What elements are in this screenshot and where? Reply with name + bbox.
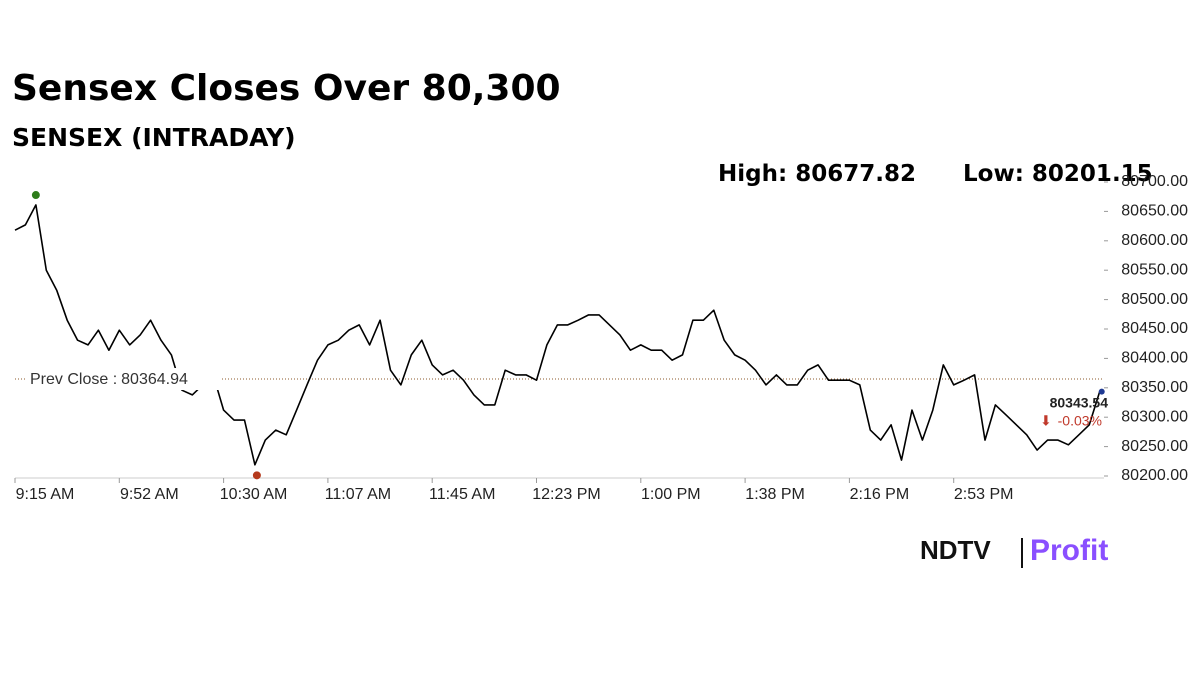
x-tick-label: 1:00 PM	[641, 486, 701, 503]
high-text: High: 80677.82	[718, 161, 916, 187]
x-tick-label: 9:15 AM	[16, 486, 75, 503]
high-label: High:	[718, 161, 787, 187]
y-tick-label: 80250.00	[1121, 438, 1188, 455]
y-tick-label: 80350.00	[1121, 379, 1188, 396]
high-marker	[31, 191, 40, 200]
low-value: 80201.15	[1032, 161, 1153, 187]
low-marker	[252, 471, 261, 480]
prev-close-label: Prev Close :	[30, 371, 117, 388]
low-text: Low: 80201.15	[963, 161, 1153, 187]
y-tick-label: 80550.00	[1121, 261, 1188, 278]
prev-close-text: Prev Close :80364.94	[30, 371, 188, 388]
prev-close-box: Prev Close :80364.94	[26, 368, 222, 391]
x-tick-label: 2:16 PM	[850, 486, 910, 503]
y-tick-label: 80200.00	[1121, 467, 1188, 484]
low-label: Low:	[963, 161, 1024, 187]
y-tick-label: 80650.00	[1121, 203, 1188, 220]
x-tick-label: 2:53 PM	[954, 486, 1014, 503]
prev-close-value: 80364.94	[121, 371, 188, 388]
prev-close-bg	[26, 368, 222, 391]
logo-right: Profit	[1030, 534, 1108, 567]
y-tick-label: 80600.00	[1121, 232, 1188, 249]
y-tick-label: 80700.00	[1121, 173, 1188, 190]
high-value: 80677.82	[795, 161, 916, 187]
x-tick-label: 12:23 PM	[532, 486, 600, 503]
chart-subtitle: SENSEX (INTRADAY)	[12, 123, 296, 152]
last-value: 80343.54	[1050, 395, 1109, 411]
y-tick-label: 80300.00	[1121, 408, 1188, 425]
last-marker	[1098, 388, 1105, 395]
y-tick-label: 80450.00	[1121, 320, 1188, 337]
x-tick-label: 9:52 AM	[120, 486, 179, 503]
x-tick-label: 11:07 AM	[325, 486, 391, 503]
series-line	[14, 204, 1101, 466]
chart-title: Sensex Closes Over 80,300	[12, 68, 561, 109]
logo-left: NDTV	[920, 535, 991, 565]
y-tick-label: 80400.00	[1121, 350, 1188, 367]
x-tick-label: 1:38 PM	[745, 486, 805, 503]
logo: NDTV Profit	[920, 534, 1108, 568]
x-tick-label: 11:45 AM	[429, 486, 495, 503]
y-tick-label: 80500.00	[1121, 291, 1188, 308]
change-value: -0.03%	[1058, 413, 1102, 429]
change-arrow: ⬇	[1040, 413, 1052, 429]
x-tick-label: 10:30 AM	[220, 486, 288, 503]
